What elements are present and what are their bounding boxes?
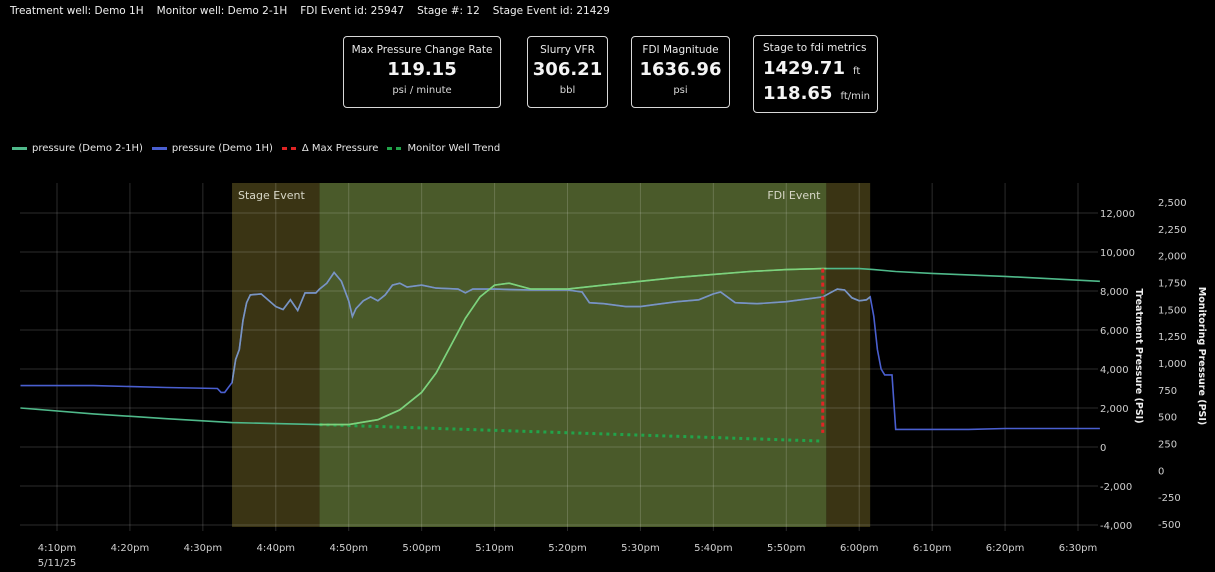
y-right-tick: 2,000	[1158, 252, 1187, 263]
y-left-tick: 6,000	[1100, 326, 1129, 337]
well-info-bar: Treatment well: Demo 1H Monitor well: De…	[10, 5, 610, 19]
metric-card-max-pressure-change-rate: Max Pressure Change Rate 119.15 psi / mi…	[343, 36, 501, 108]
x-tick: 4:10pm	[38, 543, 77, 554]
y-right-tick: -250	[1158, 493, 1181, 504]
legend-swatch-icon	[12, 147, 27, 150]
stage-number-label: Stage #: 12	[417, 5, 480, 17]
y-left-tick: 8,000	[1100, 287, 1129, 298]
y-right-tick: 2,250	[1158, 225, 1187, 236]
x-tick: 4:20pm	[111, 543, 150, 554]
fdi-event-label: FDI Event	[767, 189, 821, 202]
legend-item-treatment-pressure[interactable]: pressure (Demo 1H)	[151, 143, 273, 154]
metric-unit-distance: ft	[852, 66, 861, 77]
y-left-tick: 4,000	[1100, 365, 1129, 376]
y-right-tick: 1,250	[1158, 332, 1187, 343]
monitor-pressure-line-in-band	[319, 267, 827, 426]
legend-label: pressure (Demo 1H)	[171, 143, 273, 154]
legend-swatch-dashed-icon	[387, 147, 403, 150]
y-left-tick: -2,000	[1100, 482, 1132, 493]
metric-value-rate: 118.65	[763, 83, 833, 104]
metric-label: FDI Magnitude	[642, 44, 719, 56]
fdi-event-id-label: FDI Event id: 25947	[300, 5, 405, 17]
x-tick: 5:20pm	[548, 543, 587, 554]
fdi-window-band	[319, 183, 827, 527]
y-right-tick: 1,500	[1158, 305, 1187, 316]
legend-item-monitor-pressure[interactable]: pressure (Demo 2-1H)	[12, 143, 143, 154]
axis-labels: 12,000 10,000 8,000 6,000 4,000 2,000 0 -2,000 -…	[38, 198, 1207, 569]
x-tick: 6:10pm	[913, 543, 952, 554]
stage-event-band	[232, 183, 320, 527]
y-left-tick: 0	[1100, 443, 1106, 454]
x-tick: 5:40pm	[694, 543, 733, 554]
metric-value: 1636.96	[639, 59, 722, 80]
metric-card-stage-to-fdi: Stage to fdi metrics 1429.71 ft 118.65 f…	[753, 35, 878, 113]
x-tick: 5:10pm	[475, 543, 514, 554]
monitor-well-label: Monitor well: Demo 2-1H	[156, 5, 288, 17]
y-right-tick: 1,000	[1158, 359, 1187, 370]
legend-swatch-icon	[151, 147, 167, 150]
x-tick: 5:50pm	[767, 543, 806, 554]
treatment-pressure-line-in-band	[232, 271, 871, 384]
metric-card-slurry-vfr: Slurry VFR 306.21 bbl	[527, 36, 608, 108]
y-right-tick: 750	[1158, 386, 1177, 397]
legend-label: pressure (Demo 2-1H)	[32, 143, 143, 154]
chart-series	[20, 267, 1100, 443]
legend-swatch-dashed-icon	[281, 147, 297, 150]
y-right-tick: 0	[1158, 466, 1164, 477]
stage-event-id-label: Stage Event id: 21429	[492, 5, 610, 17]
metric-unit: bbl	[559, 85, 576, 96]
x-tick: 6:20pm	[986, 543, 1025, 554]
fdi-event-band	[826, 183, 871, 527]
metric-unit: psi / minute	[392, 85, 452, 96]
metric-unit-rate: ft/min	[840, 91, 870, 102]
x-tick: 5:30pm	[621, 543, 660, 554]
metric-value: 306.21	[532, 59, 603, 80]
y-left-tick: -4,000	[1100, 521, 1132, 532]
x-tick: 4:30pm	[184, 543, 223, 554]
metric-card-fdi-magnitude: FDI Magnitude 1636.96 psi	[631, 36, 730, 108]
chart-legend: pressure (Demo 2-1H) pressure (Demo 1H) …	[12, 143, 500, 154]
y-right-tick: -500	[1158, 520, 1181, 531]
legend-label: Δ Max Pressure	[301, 143, 379, 154]
x-date-label: 5/11/25	[38, 558, 77, 569]
event-bands: Stage Event FDI Event	[232, 183, 871, 527]
y-right-axis-title: Monitoring Pressure (PSI)	[1196, 287, 1207, 426]
y-right-tick: 1,750	[1158, 279, 1187, 290]
metric-unit: psi	[673, 85, 688, 96]
legend-item-delta-max-pressure[interactable]: Δ Max Pressure	[281, 143, 379, 154]
metric-value-distance: 1429.71	[763, 58, 845, 79]
y-left-axis-title: Treatment Pressure (PSI)	[1133, 288, 1144, 423]
x-tick: 6:30pm	[1059, 543, 1098, 554]
legend-label: Monitor Well Trend	[407, 143, 501, 154]
x-tick: 5:00pm	[402, 543, 441, 554]
y-right-tick: 250	[1158, 440, 1177, 451]
y-left-tick: 2,000	[1100, 404, 1129, 415]
y-left-tick: 12,000	[1100, 209, 1135, 220]
chart-grid	[20, 183, 1098, 531]
legend-item-monitor-well-trend[interactable]: Monitor Well Trend	[387, 143, 500, 154]
metric-label: Slurry VFR	[540, 44, 595, 56]
x-tick: 4:50pm	[329, 543, 368, 554]
y-right-tick: 2,500	[1158, 198, 1187, 209]
y-right-tick: 500	[1158, 413, 1177, 424]
metric-label: Max Pressure Change Rate	[351, 44, 493, 56]
y-left-tick: 10,000	[1100, 248, 1135, 259]
metric-label: Stage to fdi metrics	[763, 42, 867, 54]
metric-value: 119.15	[387, 59, 457, 80]
x-tick: 4:40pm	[257, 543, 296, 554]
treatment-well-label: Treatment well: Demo 1H	[10, 5, 144, 17]
stage-event-label: Stage Event	[238, 189, 305, 202]
x-tick: 6:00pm	[840, 543, 879, 554]
